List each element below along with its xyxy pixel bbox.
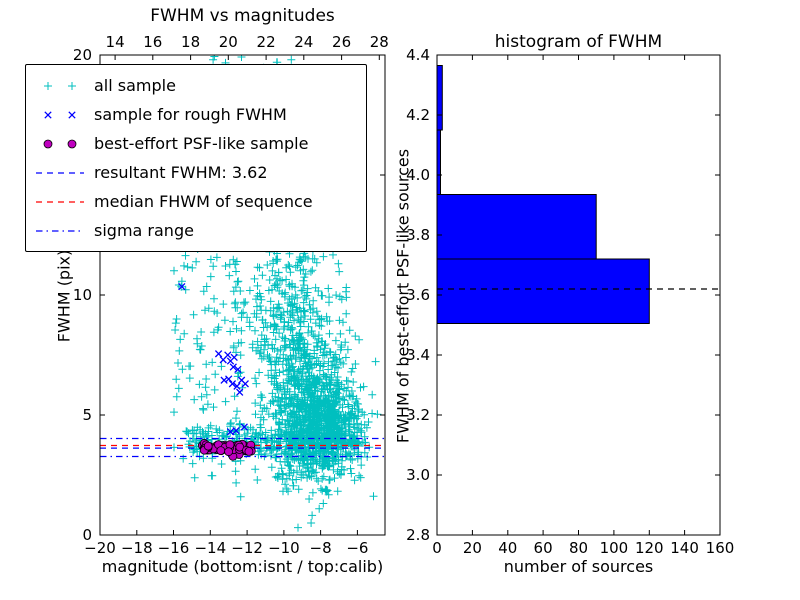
legend-label: sample for rough FWHM	[94, 105, 287, 124]
svg-text:−6: −6	[346, 539, 368, 557]
svg-text:0: 0	[432, 539, 442, 557]
legend-marker-dashdot-icon	[36, 229, 84, 232]
svg-text:22: 22	[257, 33, 276, 51]
scatter-title: FWHM vs magnitudes	[150, 6, 335, 26]
histogram-plot-area	[436, 65, 720, 324]
svg-text:24: 24	[294, 33, 313, 51]
svg-text:−16: −16	[158, 539, 190, 557]
legend-marker-x-icon	[44, 110, 76, 119]
legend: all sample sample for rough FWHM best-effo…	[25, 64, 367, 252]
histogram-title: histogram of FWHM	[494, 32, 663, 52]
hist-bar	[436, 129, 441, 195]
hist-yaxis-ticks: 2.8 3.0 3.2 3.4 3.6 3.8 4.0 4.2 4.4	[406, 46, 442, 544]
svg-text:14: 14	[106, 33, 125, 51]
scatter-top-xaxis-ticks: 14 16 18 20 22 24 26 28	[106, 33, 389, 60]
svg-text:140: 140	[670, 539, 699, 557]
scatter-xaxis-ticks: −20 −18 −16 −14 −12 −10 −8 −6	[84, 530, 368, 557]
psf-like-point	[216, 446, 226, 456]
psf-like-point	[224, 447, 234, 457]
svg-text:160: 160	[706, 539, 735, 557]
svg-text:28: 28	[370, 33, 389, 51]
svg-text:−8: −8	[310, 539, 332, 557]
svg-text:3.6: 3.6	[406, 286, 430, 304]
svg-text:−18: −18	[121, 539, 153, 557]
svg-text:16: 16	[143, 33, 162, 51]
svg-text:26: 26	[332, 33, 351, 51]
svg-text:18: 18	[181, 33, 200, 51]
svg-text:10: 10	[73, 286, 92, 304]
svg-text:120: 120	[635, 539, 664, 557]
legend-marker-dashed-icon	[36, 171, 84, 174]
legend-label: median FHWM of sequence	[94, 192, 313, 211]
svg-text:4.2: 4.2	[406, 106, 430, 124]
psf-like-point	[225, 440, 235, 450]
svg-text:3.0: 3.0	[406, 466, 430, 484]
hist-bar	[436, 194, 597, 260]
legend-entry: sample for rough FWHM	[34, 100, 358, 129]
svg-text:80: 80	[569, 539, 588, 557]
legend-label: sigma range	[94, 221, 194, 240]
svg-text:4.0: 4.0	[406, 166, 430, 184]
svg-text:60: 60	[534, 539, 553, 557]
svg-text:0: 0	[82, 526, 92, 544]
hist-bar	[436, 258, 650, 324]
reference-lines	[100, 437, 385, 458]
svg-text:3.4: 3.4	[406, 346, 430, 364]
legend-marker-dashed-icon	[36, 200, 84, 203]
svg-text:5: 5	[82, 406, 92, 424]
svg-text:−14: −14	[194, 539, 226, 557]
svg-text:−20: −20	[84, 539, 116, 557]
svg-text:2.8: 2.8	[406, 526, 430, 544]
rough-fwhm-points	[178, 282, 249, 436]
scatter-plot-area	[100, 55, 385, 532]
legend-label: all sample	[94, 76, 176, 95]
svg-text:3.8: 3.8	[406, 226, 430, 244]
hist-bar	[436, 65, 443, 131]
histogram-xlabel: number of sources	[503, 557, 654, 576]
legend-label: resultant FWHM: 3.62	[94, 163, 268, 182]
scatter-ylabel: FWHM (pix)	[54, 249, 74, 343]
legend-entry: best-effort PSF-like sample	[34, 129, 358, 158]
histogram-ylabel: FWHM of best-effort PSF-like sources	[393, 148, 413, 444]
psf-like-point	[203, 441, 213, 451]
legend-entry: resultant FWHM: 3.62	[34, 158, 358, 187]
svg-text:20: 20	[219, 33, 238, 51]
hist-right-ticks	[715, 54, 720, 536]
legend-marker-circle-icon	[43, 139, 77, 148]
svg-text:20: 20	[463, 539, 482, 557]
svg-text:−12: −12	[231, 539, 263, 557]
legend-label: best-effort PSF-like sample	[94, 134, 309, 153]
hist-xaxis-ticks: 0 20 40 60 80 100 120 140 160	[432, 530, 734, 557]
svg-text:4.4: 4.4	[406, 46, 430, 64]
legend-marker-plus-icon	[44, 81, 76, 90]
svg-text:20: 20	[73, 46, 92, 64]
svg-text:−10: −10	[268, 539, 300, 557]
svg-text:3.2: 3.2	[406, 406, 430, 424]
scatter-xlabel: magnitude (bottom:isnt / top:calib)	[101, 557, 384, 576]
svg-text:40: 40	[498, 539, 517, 557]
scatter-right-ticks	[380, 54, 385, 536]
legend-entry: all sample	[34, 71, 358, 100]
psf-like-points	[197, 438, 256, 461]
hist-top-ticks	[436, 55, 721, 60]
svg-text:100: 100	[600, 539, 629, 557]
psf-like-point	[244, 446, 254, 456]
legend-entry: median FHWM of sequence	[34, 187, 358, 216]
legend-entry: sigma range	[34, 216, 358, 245]
